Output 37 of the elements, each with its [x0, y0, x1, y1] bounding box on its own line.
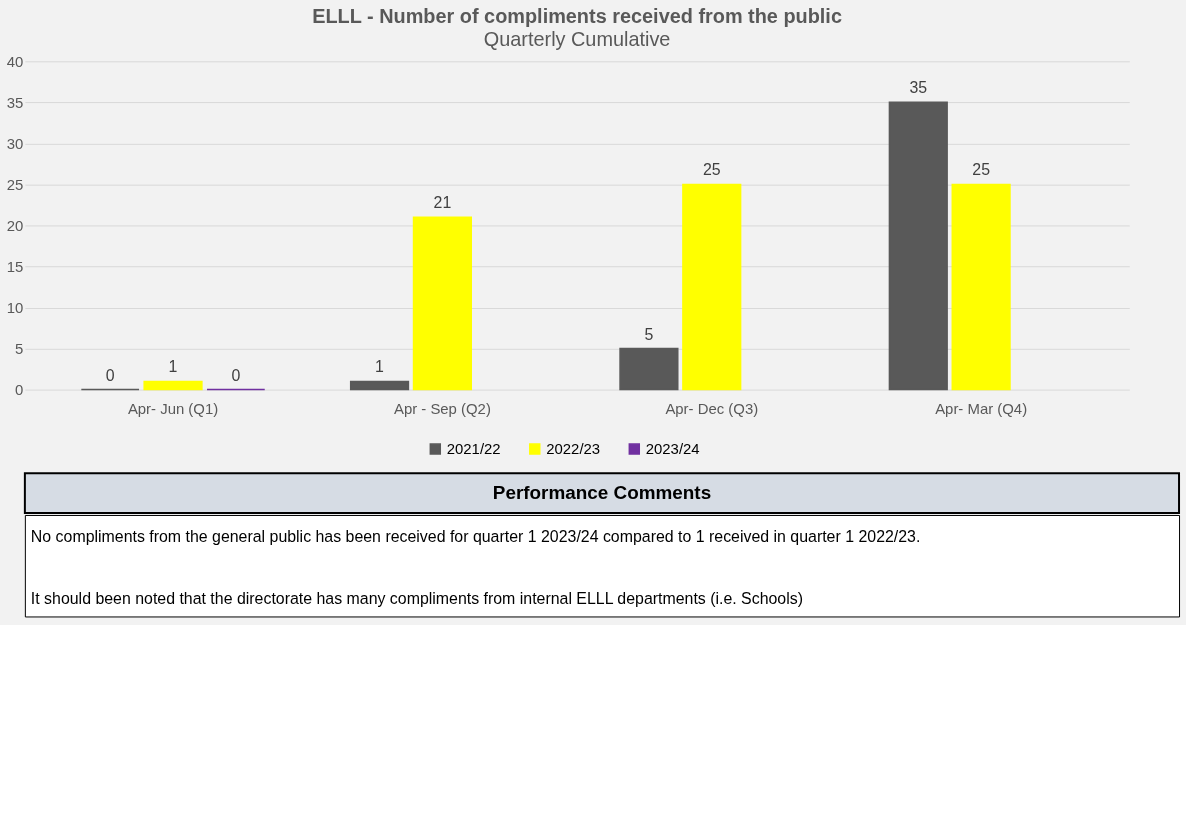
data-label: 25	[702, 161, 721, 179]
y-tick-label: 25	[6, 175, 24, 193]
y-tick-label: 5	[15, 340, 24, 358]
x-tick-label: Apr - Sep (Q2)	[393, 399, 491, 417]
y-tick-label: 40	[6, 52, 24, 70]
x-tick-label: Apr- Dec (Q3)	[665, 399, 759, 417]
bar	[888, 101, 948, 391]
y-tick-label: 10	[6, 299, 24, 316]
bar	[619, 347, 679, 391]
y-tick-label: 30	[6, 134, 24, 152]
data-label: 1	[375, 358, 385, 376]
x-tick-label: Apr- Jun (Q1)	[127, 399, 219, 417]
legend-label: 2022/23	[546, 440, 601, 458]
chart-title: ELLL - Number of compliments received from the public	[312, 5, 842, 28]
y-tick-label: 20	[6, 216, 24, 234]
data-label: 21	[433, 194, 452, 212]
data-label: 0	[231, 366, 241, 384]
y-tick-label: 0	[15, 381, 24, 399]
data-label: 1	[168, 358, 178, 376]
bar	[412, 216, 472, 391]
x-tick-label: Apr- Mar (Q4)	[935, 399, 1028, 417]
bar	[349, 380, 410, 391]
legend-label: 2021/22	[446, 440, 501, 458]
text: Performance Comments	[492, 482, 712, 504]
data-label: 0	[105, 366, 115, 384]
bar	[682, 183, 742, 391]
bar	[143, 380, 203, 391]
bar	[951, 183, 1011, 391]
data-label: 35	[909, 79, 928, 97]
y-tick-label: 35	[6, 93, 24, 111]
y-tick-label: 15	[6, 257, 24, 275]
data-label: 25	[972, 161, 991, 179]
legend-label: 2023/24	[645, 440, 700, 458]
chart-subtitle: Quarterly Cumulative	[483, 28, 671, 51]
text: No compliments from the general public has been received for quarter 1 2023/24 compared to 1 received in quarter 1 2022/23.	[30, 527, 921, 545]
text: It should been noted that the directorate has many compliments from internal ELLL departments (i.e. Schools)	[30, 589, 804, 607]
data-label: 5	[644, 325, 654, 343]
